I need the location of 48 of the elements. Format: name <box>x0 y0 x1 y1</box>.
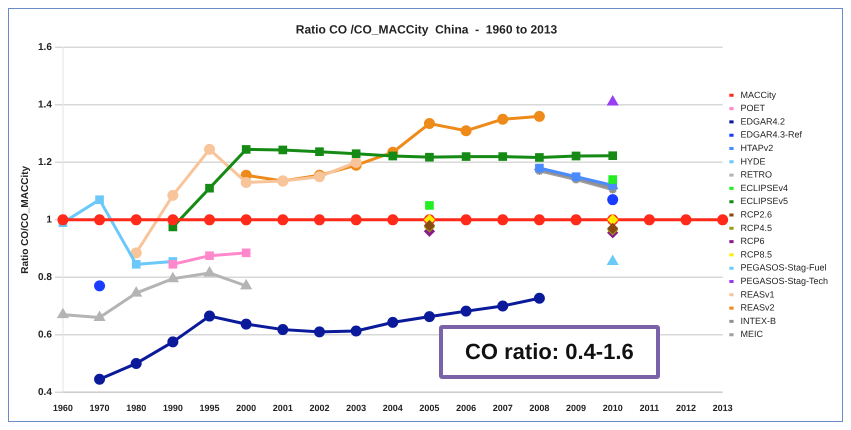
legend-label: RCP2.6 <box>740 209 772 220</box>
legend-label: RCP8.5 <box>740 249 772 260</box>
legend-label: POET <box>740 103 766 114</box>
x-tick-label: 2001 <box>272 403 293 414</box>
x-tick-label: 2011 <box>640 403 660 414</box>
legend-label: EDGAR4.2 <box>740 116 785 126</box>
legend-label: PEGASOS-Stag-Tech <box>740 276 828 286</box>
legend-label: HTAPv2 <box>740 142 774 153</box>
legend-label: RCP6 <box>740 236 764 246</box>
x-tick-label: 1995 <box>200 403 220 414</box>
x-tick-label: 1990 <box>162 403 183 414</box>
x-tick-label: 2005 <box>419 403 440 414</box>
x-tick-label: 2009 <box>566 403 586 414</box>
legend-label: MACCity <box>740 90 776 100</box>
legend-label: INTEX-B <box>740 316 776 326</box>
y-axis-title: Ratio CO/CO_MACCity <box>20 165 31 274</box>
y-tick-label: 0.6 <box>38 329 52 340</box>
x-tick-label: 2010 <box>602 403 623 414</box>
x-tick-label: 2008 <box>529 403 550 414</box>
legend-label: REASv2 <box>740 302 774 313</box>
legend-label: REASv1 <box>740 289 774 300</box>
legend-label: RETRO <box>740 170 772 180</box>
y-tick-label: 0.4 <box>38 386 52 398</box>
x-tick-label: 2004 <box>382 403 403 414</box>
x-tick-label: 2007 <box>492 403 513 414</box>
y-tick-label: 1.2 <box>38 157 52 168</box>
y-tick-label: 1.6 <box>38 42 52 54</box>
legend-label: HYDE <box>740 156 766 166</box>
legend-label: MEIC <box>740 329 764 340</box>
legend-label: PEGASOS-Stag-Fuel <box>740 262 827 273</box>
legend-label: ECLIPSEv4 <box>740 182 788 193</box>
x-tick-label: 2003 <box>346 403 366 414</box>
x-tick-label: 2002 <box>309 403 330 414</box>
chart-title: Ratio CO /CO_MACCity China - 1960 to 2013 <box>296 22 558 37</box>
legend-label: ECLIPSEv5 <box>740 196 788 206</box>
x-tick-label: 1970 <box>90 403 110 414</box>
annotation: CO ratio: 0.4-1.6 <box>439 325 660 379</box>
legend-label: RCP4.5 <box>740 222 772 233</box>
x-tick-label: 2000 <box>236 403 256 414</box>
x-tick-label: 2012 <box>676 403 696 414</box>
x-tick-label: 1980 <box>126 403 146 414</box>
y-tick-label: 0.8 <box>38 272 52 284</box>
y-tick-label: 1 <box>46 214 52 226</box>
y-tick-label: 1.4 <box>38 100 52 111</box>
x-tick-label: 2013 <box>712 403 733 414</box>
x-tick-label: 1960 <box>52 403 73 414</box>
legend-label: EDGAR4.3-Ref <box>740 130 802 140</box>
x-tick-label: 2006 <box>456 403 476 414</box>
